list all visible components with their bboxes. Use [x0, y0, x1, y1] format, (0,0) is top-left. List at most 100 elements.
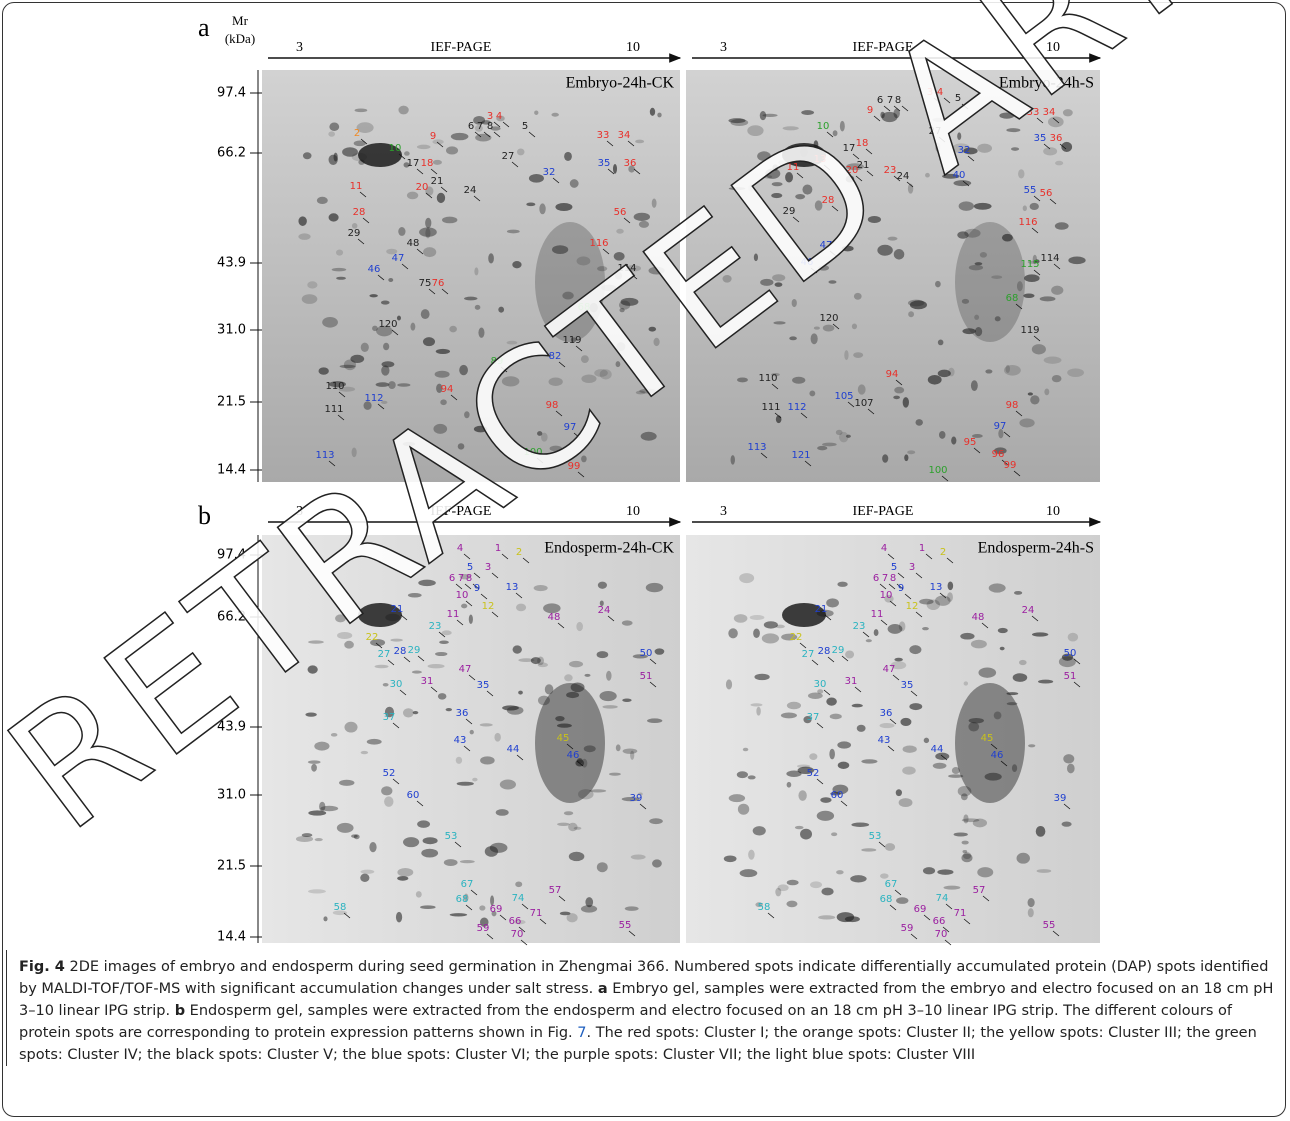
gel-spot: [857, 725, 866, 732]
gel-spot: [517, 149, 525, 156]
gel-spot: [885, 843, 895, 851]
spot-label: 74: [512, 893, 525, 904]
gel-spot: [1017, 853, 1030, 864]
gel-spot: [410, 323, 415, 331]
gel-spot: [635, 140, 644, 144]
gel-spot: [631, 854, 646, 859]
spot-label: 112: [364, 393, 383, 404]
gel-spot: [535, 683, 605, 803]
spot-label: 48: [972, 612, 985, 623]
gel-spot: [323, 916, 327, 921]
gel-spot: [332, 268, 347, 272]
spot-label: 116: [1018, 217, 1037, 228]
gel-title: Endosperm-24h-CK: [544, 540, 674, 557]
spot-label: 66: [509, 916, 522, 927]
gel-spot: [372, 326, 378, 331]
gel-spot: [1028, 744, 1035, 747]
panel-ref: a: [598, 981, 608, 997]
gel-spot: [831, 832, 837, 836]
gel-spot: [657, 113, 661, 118]
gel-spot: [851, 823, 869, 827]
gel-spot: [818, 915, 835, 919]
gel-spot: [939, 431, 945, 439]
gel-spot: [787, 782, 792, 788]
spot-label: 12: [482, 601, 495, 612]
gel-spot: [762, 633, 779, 643]
spot-label: 10: [456, 590, 469, 601]
gel-spot: [1043, 147, 1057, 155]
gel-spot: [800, 829, 812, 840]
gel-spot: [907, 450, 915, 454]
gel-spot: [778, 884, 789, 891]
spot-label: 4: [496, 111, 502, 122]
spot-label: 48: [407, 238, 420, 249]
y-tick-label: 21.5: [217, 859, 246, 874]
gel-spot: [623, 748, 638, 753]
gel-spot: [1028, 392, 1033, 395]
spot-label: 58: [334, 902, 347, 913]
gel-spot: [375, 665, 389, 669]
gel-spot: [1068, 633, 1078, 642]
gel-spot: [830, 714, 842, 720]
gel-spot: [915, 419, 922, 426]
gel-spot: [838, 762, 850, 769]
caption: Fig. 4 2DE images of embryo and endosper…: [6, 950, 1276, 1066]
figure: aMr(kDa)97.466.243.931.021.514.4310IEF-P…: [0, 0, 1290, 950]
gel-spot: [470, 730, 474, 735]
gel-spot: [315, 838, 323, 841]
gel-spot: [792, 377, 805, 384]
spot-label: 24: [464, 185, 477, 196]
gel-spot: [331, 733, 338, 737]
spot-label: 27: [802, 649, 815, 660]
spot-label: 76: [432, 278, 445, 289]
gel-spot: [823, 325, 835, 332]
spot-label: 23: [853, 621, 866, 632]
gel-spot: [989, 583, 1006, 592]
gel-spot: [1040, 296, 1056, 301]
gel-spot: [397, 316, 401, 321]
spot-label: 35: [477, 680, 490, 691]
gel-spot: [367, 739, 382, 745]
gel-spot: [317, 197, 328, 204]
spot-label: 67: [461, 879, 474, 890]
spot-label: 53: [869, 831, 882, 842]
gel-spot: [442, 630, 452, 635]
gel-spot: [1024, 274, 1039, 282]
gel-spot: [307, 281, 317, 288]
gel-spot: [397, 868, 413, 877]
gel-spot: [302, 294, 318, 304]
gel-spot: [564, 152, 572, 161]
spot-label: 18: [421, 158, 434, 169]
gel-spot: [421, 309, 430, 319]
gel-spot: [355, 108, 368, 112]
spot-label: 50: [640, 648, 653, 659]
axis-label: Mr: [232, 13, 249, 28]
gel-spot: [569, 852, 585, 861]
gel-spot: [427, 664, 444, 668]
spot-label: 119: [1020, 325, 1039, 336]
gel-spot: [464, 297, 477, 301]
spot-label: 44: [507, 744, 520, 755]
gel-spot: [910, 300, 927, 309]
spot-label: 115: [1020, 259, 1039, 270]
gel-spot: [1028, 908, 1034, 917]
figure-link[interactable]: 7: [577, 1025, 586, 1041]
spot-label: 24: [1022, 605, 1035, 616]
gel-spot: [403, 837, 419, 847]
gel-spot: [438, 693, 446, 699]
gel-spot: [1032, 632, 1048, 636]
gel-spot: [811, 333, 818, 344]
spot-label: 70: [935, 929, 948, 940]
spot-label: 55: [619, 920, 632, 931]
spot-label: 31: [845, 676, 858, 687]
spot-label: 27: [378, 649, 391, 660]
gel-spot: [743, 748, 749, 752]
spot-label: 10: [389, 143, 402, 154]
gel-spot: [1068, 257, 1085, 265]
gel-spot: [837, 582, 847, 587]
spot-label: 120: [378, 319, 397, 330]
panel-letter: a: [198, 13, 210, 42]
gel-spot: [647, 718, 662, 723]
gel-spot: [861, 848, 876, 851]
gel-spot: [858, 384, 866, 394]
